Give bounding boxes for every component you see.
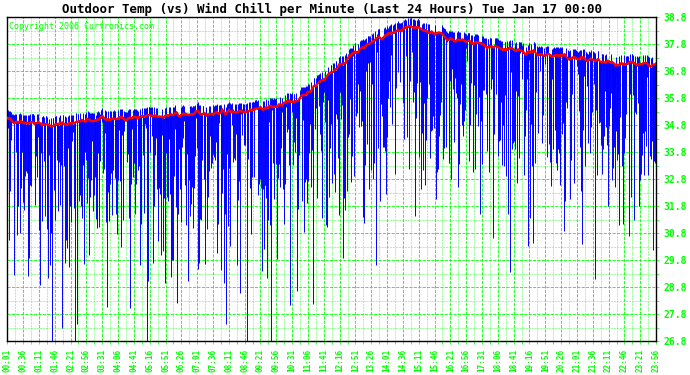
Text: Copyright 2006 Curtronics.com: Copyright 2006 Curtronics.com — [8, 22, 154, 31]
Title: Outdoor Temp (vs) Wind Chill per Minute (Last 24 Hours) Tue Jan 17 00:00: Outdoor Temp (vs) Wind Chill per Minute … — [61, 3, 602, 16]
